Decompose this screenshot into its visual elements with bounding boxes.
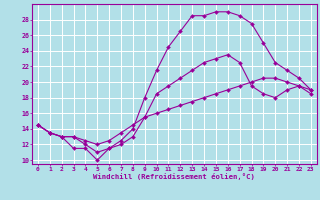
X-axis label: Windchill (Refroidissement éolien,°C): Windchill (Refroidissement éolien,°C) (93, 173, 255, 180)
